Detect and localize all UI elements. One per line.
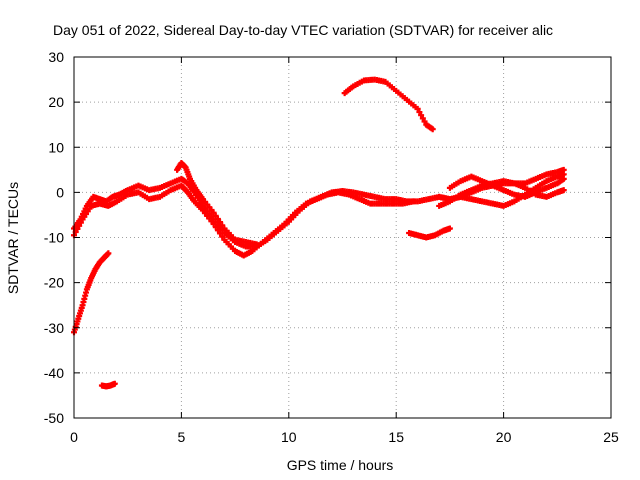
data-point	[414, 105, 421, 112]
data-point	[212, 224, 219, 231]
data-point	[105, 250, 112, 257]
series-arc-j	[436, 171, 567, 209]
axis-ticks	[73, 56, 612, 419]
y-tick-label: 0	[56, 184, 64, 200]
y-tick-label: -30	[44, 320, 64, 336]
x-tick-label: 5	[178, 429, 186, 445]
y-tick-label: -40	[44, 365, 64, 381]
x-tick-label: 0	[70, 429, 78, 445]
x-tick-labels: 0 5 10 15 20 25	[70, 429, 619, 445]
data-point	[560, 171, 567, 178]
data-point	[446, 225, 453, 232]
x-tick-label: 10	[281, 429, 297, 445]
data-point	[253, 241, 260, 248]
x-tick-label: 20	[496, 429, 512, 445]
data-point	[217, 219, 224, 226]
y-tick-label: 30	[48, 49, 64, 65]
series-arc-d	[71, 182, 417, 259]
y-tick-label: -20	[44, 275, 64, 291]
y-tick-label: 10	[48, 139, 64, 155]
series-arc-f	[341, 76, 436, 133]
data-point	[560, 187, 567, 194]
data-point	[214, 227, 221, 234]
data-point	[77, 219, 84, 226]
data-point	[210, 209, 217, 216]
y-axis-label: SDTVAR / TECUs	[5, 182, 21, 294]
data-point	[210, 220, 217, 227]
series-arc-g	[406, 225, 453, 241]
data-point	[76, 222, 83, 229]
chart-title: Day 051 of 2022, Sidereal Day-to-day VTE…	[53, 22, 553, 38]
data-point	[111, 380, 118, 387]
x-tick-label: 25	[603, 429, 619, 445]
series-arc-e	[174, 160, 260, 248]
data-point	[416, 109, 423, 116]
series-arc-a	[71, 250, 112, 336]
data-point	[410, 198, 417, 205]
data-point	[421, 118, 428, 125]
series-arc-b	[98, 380, 118, 390]
data-point	[217, 230, 224, 237]
data-point	[429, 126, 436, 133]
data-point	[214, 215, 221, 222]
data-point	[219, 222, 226, 229]
y-tick-label: -10	[44, 230, 64, 246]
y-tick-label: 20	[48, 94, 64, 110]
data-point	[419, 115, 426, 122]
y-tick-label: -50	[44, 410, 64, 426]
x-tick-label: 15	[388, 429, 404, 445]
x-axis-label: GPS time / hours	[287, 457, 394, 473]
data-point	[418, 112, 425, 119]
y-tick-labels: 30 20 10 0 -10 -20 -30 -40 -50	[44, 49, 64, 426]
data-point	[212, 212, 219, 219]
data-point	[219, 233, 226, 240]
data-points	[71, 76, 567, 390]
data-point	[74, 225, 81, 232]
